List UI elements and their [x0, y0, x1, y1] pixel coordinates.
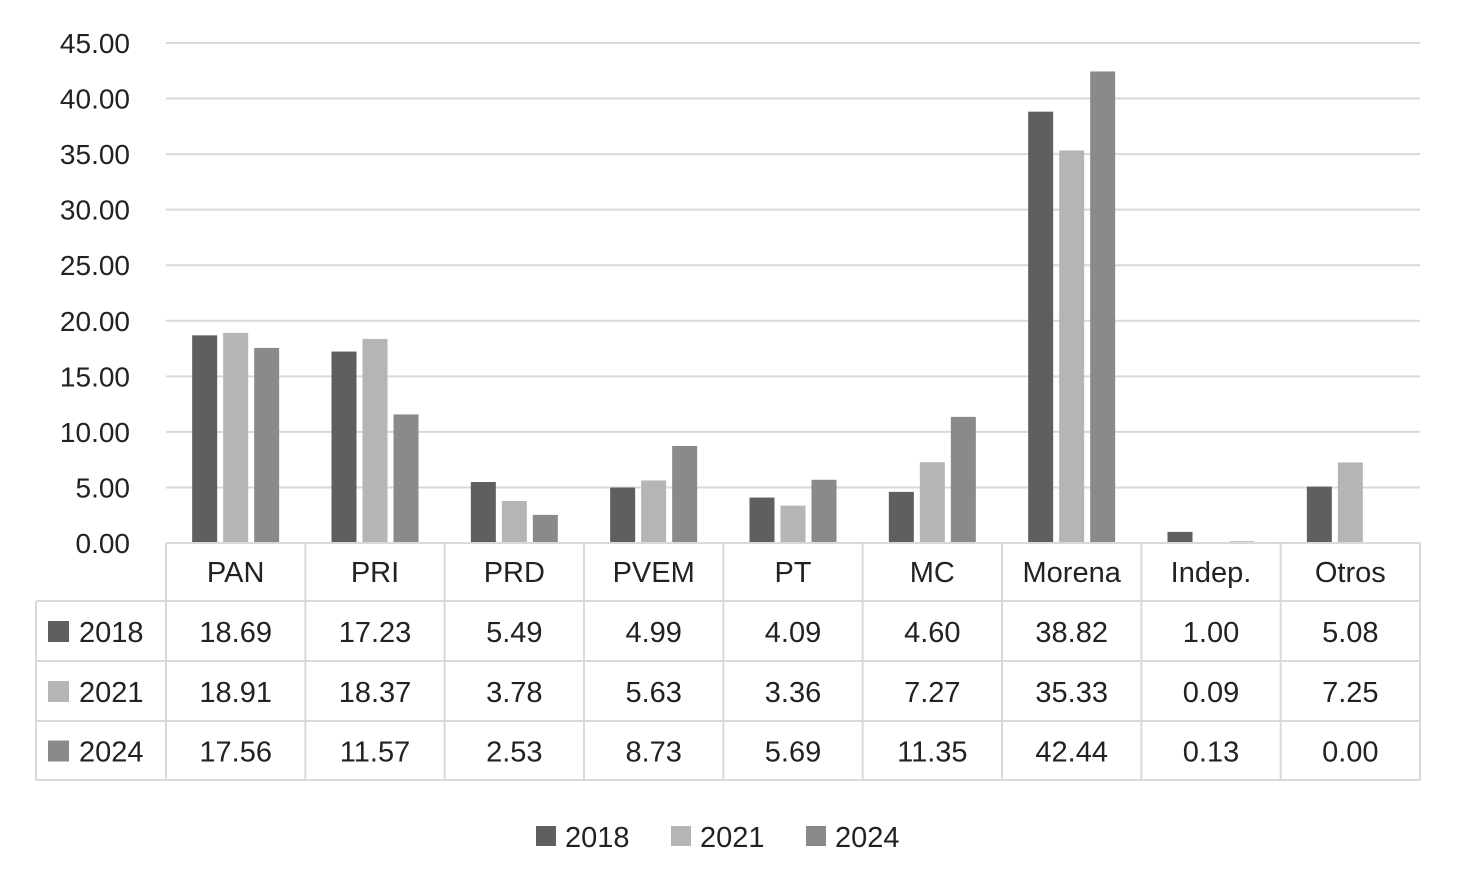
y-tick-label: 25.00 [60, 250, 130, 281]
data-label: 1.00 [1183, 617, 1239, 649]
bar-2024-PAN [254, 347, 280, 543]
category-label: PVEM [613, 557, 695, 589]
y-tick-label: 45.00 [60, 28, 130, 59]
data-label: 11.35 [897, 737, 967, 769]
data-label: 0.13 [1183, 737, 1239, 769]
bar-2021-PRI [362, 338, 388, 543]
data-label: 38.82 [1035, 617, 1108, 649]
bar-2021-PRD [501, 501, 527, 543]
bar-2024-PT [811, 479, 837, 543]
legend-swatch-2024 [806, 826, 826, 846]
series-label: 2018 [79, 617, 144, 649]
bar-2021-Morena [1059, 150, 1085, 543]
bar-2018-PAN [192, 335, 218, 543]
bar-2024-PRD [532, 514, 558, 543]
bar-2018-PT [749, 497, 775, 543]
data-label: 5.08 [1322, 617, 1378, 649]
bar-2024-PRI [393, 414, 419, 543]
legend-key-2018 [48, 621, 69, 642]
legend-key-2021 [48, 681, 69, 702]
series-label: 2021 [79, 677, 144, 709]
data-label: 0.00 [1322, 737, 1378, 769]
bar-2018-Indep. [1167, 531, 1193, 543]
y-tick-label: 30.00 [60, 195, 130, 226]
y-tick-label: 15.00 [60, 361, 130, 392]
y-tick-label: 0.00 [76, 528, 131, 559]
legend-label: 2021 [700, 822, 765, 854]
data-label: 2.53 [486, 737, 542, 769]
bar-2018-MC [888, 491, 914, 543]
category-label: PRD [484, 557, 545, 589]
bar-2018-Morena [1028, 111, 1054, 544]
data-label: 8.73 [625, 737, 681, 769]
data-label: 5.63 [625, 677, 681, 709]
legend-swatch-2021 [671, 826, 691, 846]
data-label: 42.44 [1035, 737, 1108, 769]
data-label: 5.69 [765, 737, 821, 769]
y-tick-label: 35.00 [60, 139, 130, 170]
category-label: Indep. [1171, 557, 1252, 589]
data-label: 18.91 [199, 677, 272, 709]
data-label: 17.23 [339, 617, 412, 649]
bar-2024-MC [950, 416, 976, 543]
legend-label: 2018 [565, 822, 630, 854]
bar-2018-Otros [1306, 486, 1332, 543]
data-label: 5.49 [486, 617, 542, 649]
y-tick-label: 40.00 [60, 84, 130, 115]
data-label: 3.78 [486, 677, 542, 709]
data-label: 17.56 [199, 737, 272, 769]
data-label: 35.33 [1035, 677, 1108, 709]
legend-key-2024 [48, 740, 69, 762]
category-label: MC [910, 557, 955, 589]
legend-label: 2024 [835, 822, 900, 854]
bar-2021-PVEM [641, 480, 667, 543]
category-label: PAN [207, 557, 264, 589]
bar-2018-PVEM [610, 487, 636, 543]
bar-2021-PT [780, 505, 806, 543]
category-label: Morena [1023, 557, 1122, 589]
bar-2021-Otros [1337, 462, 1363, 543]
bar-2024-Morena [1090, 71, 1116, 543]
data-label: 0.09 [1183, 677, 1239, 709]
bar-2021-PAN [223, 332, 249, 543]
data-label: 18.37 [339, 677, 412, 709]
category-label: PRI [351, 557, 399, 589]
data-label: 4.09 [765, 617, 821, 649]
bar-2024-PVEM [672, 446, 698, 543]
category-label: Otros [1315, 557, 1386, 589]
bar-2018-PRD [470, 482, 496, 543]
legend-swatch-2018 [536, 826, 556, 846]
bar-2018-PRI [331, 351, 357, 543]
series-label: 2024 [79, 737, 144, 769]
data-label: 7.25 [1322, 677, 1378, 709]
category-label: PT [774, 557, 811, 589]
y-tick-label: 20.00 [60, 306, 130, 337]
data-label: 7.27 [904, 677, 960, 709]
data-label: 4.60 [904, 617, 960, 649]
data-label: 11.57 [340, 737, 410, 769]
data-label: 3.36 [765, 677, 821, 709]
bar-2021-MC [919, 462, 945, 543]
data-label: 4.99 [625, 617, 681, 649]
y-tick-label: 10.00 [60, 417, 130, 448]
y-tick-label: 5.00 [76, 472, 131, 503]
data-label: 18.69 [199, 617, 272, 649]
